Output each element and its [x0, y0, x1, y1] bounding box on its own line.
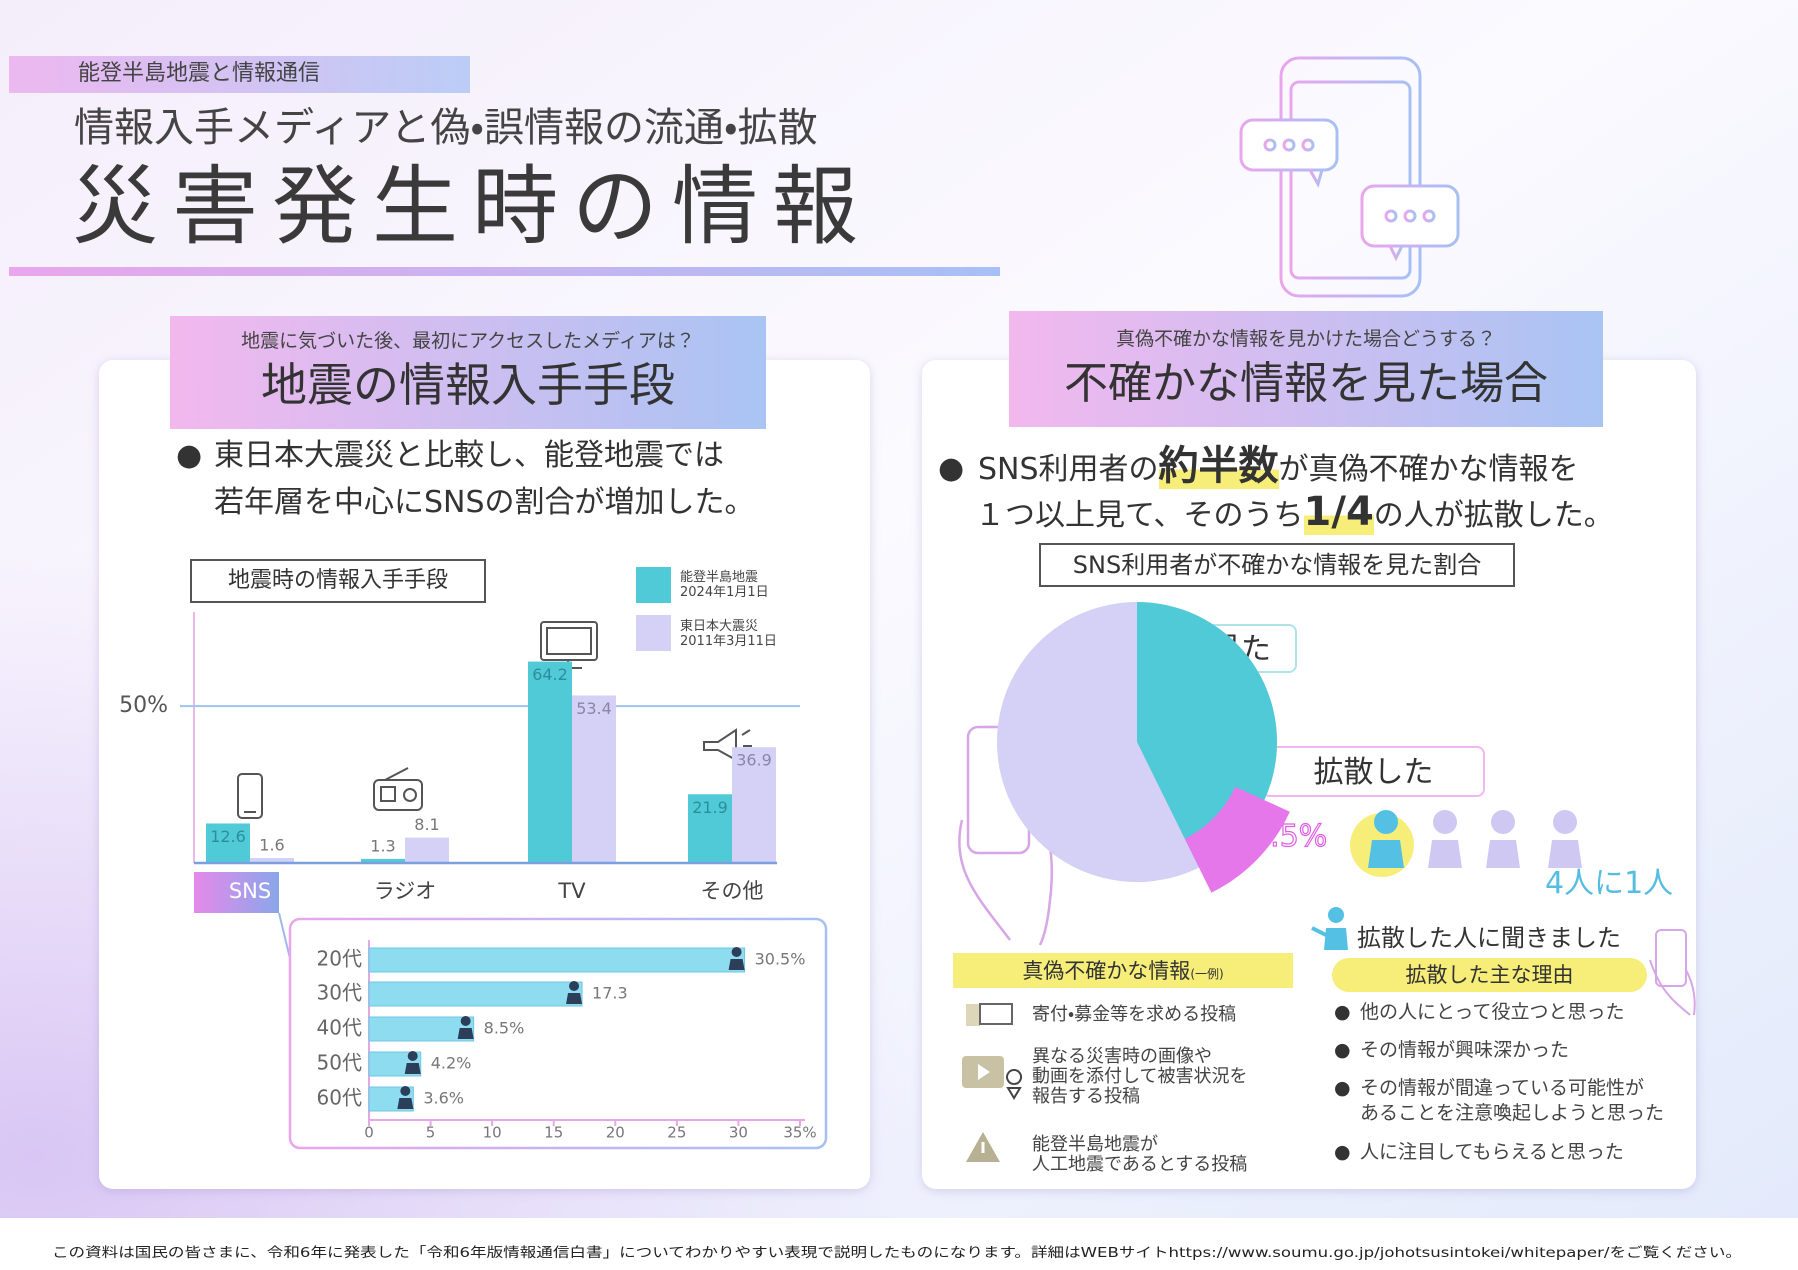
right-question: 真偽不確かな情報を見かけた場合どうする？	[1115, 328, 1496, 350]
bullet-line: 若年層を中心にSNSの割合が増加した。	[214, 485, 755, 520]
bullet-line: SNS利用者の約半数が真偽不確かな情報を	[978, 443, 1579, 489]
bullet-line: １つ以上見て、そのうち1/4の人が拡散した。	[975, 489, 1614, 535]
right-heading: 不確かな情報を見た場合	[1064, 358, 1548, 409]
phone-illustration	[1239, 56, 1460, 298]
bullet-text: の人が拡散した。	[1373, 498, 1614, 533]
footer: この資料は国民の皆さまに、令和6年に発表した「令和6年版情報通信白書」についてわ…	[52, 1245, 1742, 1261]
example-icons	[962, 1003, 1023, 1162]
reasons-title: 拡散した主な理由	[1405, 963, 1574, 987]
reason-line: あることを注意喚起しようと思った	[1360, 1102, 1665, 1124]
left-question: 地震に気づいた後、最初にアクセスしたメディアは？	[241, 330, 695, 352]
legend-label: 東日本大震災	[680, 619, 759, 634]
legend-label: 2011年3月11日	[680, 634, 777, 649]
small-phone	[1649, 929, 1696, 1016]
example-line: 能登半島地震が	[1032, 1134, 1158, 1155]
pie-category-label: 拡散した	[1262, 746, 1485, 797]
example-line: 異なる災害時の画像や	[1032, 1046, 1212, 1067]
bullet-dot: ●	[1334, 1077, 1351, 1099]
example-line: 寄付・募金等を求める投稿	[1032, 1004, 1237, 1025]
pie-category-label: 1つ以上見た	[1076, 624, 1297, 673]
bullet-dot: ●	[938, 451, 965, 486]
title-underline	[9, 267, 1000, 276]
legend-label: 能登半島地震	[680, 570, 759, 585]
examples-title-bar	[953, 953, 1293, 988]
example-line: 報告する投稿	[1032, 1086, 1140, 1107]
chart-title-box	[190, 559, 486, 603]
subtitle: 情報入手メディアと偽・誤情報の流通・拡散	[74, 105, 818, 151]
examples-title-note: (一例)	[1190, 967, 1224, 981]
tag: 能登半島地震と情報通信	[78, 61, 321, 86]
reason-person-icon	[1311, 907, 1348, 950]
reason-line: その情報が興味深かった	[1360, 1039, 1570, 1061]
pie-title-box	[1039, 543, 1515, 587]
left-header-box	[170, 316, 766, 429]
examples-title: 真偽不確かな情報(一例)	[953, 961, 1293, 982]
bullet-text: １つ以上見て、そのうち	[975, 498, 1304, 533]
right-header-box	[1009, 311, 1603, 427]
reason-line: 他の人にとって役立つと思った	[1360, 1001, 1625, 1023]
reasons-title-pill	[1332, 958, 1647, 992]
title: 災害発生時の情報	[72, 157, 872, 257]
pie-value-label: 25.5%	[1231, 819, 1328, 854]
bullet-text: が真偽不確かな情報を	[1278, 452, 1579, 487]
examples-title-text: 真偽不確かな情報	[1022, 959, 1191, 983]
tag-box	[9, 56, 470, 93]
left-heading: 地震の情報入手手段	[261, 358, 675, 412]
example-line: 動画を添付して被害状況を	[1032, 1066, 1248, 1087]
bullet-dot: ●	[176, 438, 203, 473]
age-chart-box	[288, 917, 828, 1150]
bullet-line: 東日本大震災と比較し、能登地震では	[214, 438, 724, 473]
reason-line: その情報が間違っている可能性が	[1360, 1077, 1645, 1099]
pie-value-label: 42.7%	[1152, 707, 1267, 748]
bullet-dot: ●	[1334, 1001, 1351, 1023]
ratio-label: 4人に1人	[1545, 866, 1674, 901]
bullet-emphasis: 約半数	[1158, 443, 1279, 489]
bullet-text: SNS利用者の	[978, 452, 1159, 487]
chart-title: 地震時の情報入手手段	[227, 568, 448, 593]
reason-line: 人に注目してもらえると思った	[1360, 1141, 1624, 1163]
bullet-dot: ●	[1334, 1141, 1351, 1163]
bullet-dot: ●	[1334, 1039, 1351, 1061]
bullet-emphasis: 1/4	[1303, 489, 1374, 535]
pie-title: SNS利用者が不確かな情報を見た割合	[1072, 551, 1482, 579]
legend-label: 2024年1月1日	[680, 585, 769, 600]
reasons-intro: 拡散した人に聞きました	[1357, 924, 1621, 952]
example-line: 人工地震であるとする投稿	[1032, 1154, 1248, 1175]
sns-label-box	[194, 872, 279, 913]
people-icons	[1350, 810, 1582, 877]
